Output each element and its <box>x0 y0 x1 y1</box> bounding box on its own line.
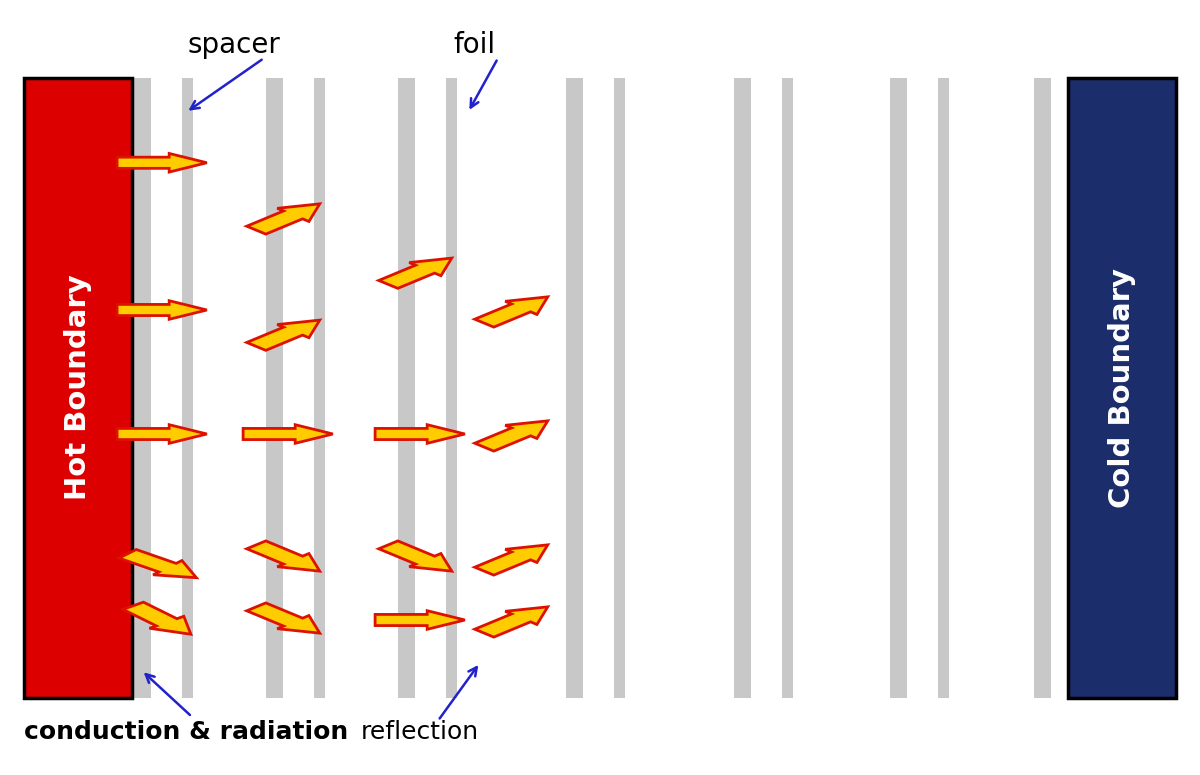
Polygon shape <box>247 541 319 571</box>
Polygon shape <box>247 603 319 633</box>
Bar <box>734 78 751 698</box>
Polygon shape <box>475 607 547 637</box>
Polygon shape <box>244 425 332 443</box>
Polygon shape <box>376 425 464 443</box>
Bar <box>314 78 325 698</box>
Polygon shape <box>118 153 206 172</box>
Polygon shape <box>379 258 451 288</box>
Polygon shape <box>475 421 547 451</box>
Bar <box>446 78 457 698</box>
Text: spacer: spacer <box>187 31 281 59</box>
Polygon shape <box>247 204 319 234</box>
Text: Cold Boundary: Cold Boundary <box>1108 267 1136 508</box>
Polygon shape <box>118 301 206 319</box>
Polygon shape <box>119 549 197 577</box>
Bar <box>1034 78 1051 698</box>
Bar <box>614 78 625 698</box>
Polygon shape <box>376 611 464 629</box>
Bar <box>398 78 415 698</box>
Text: reflection: reflection <box>361 720 479 744</box>
Bar <box>1068 78 1176 698</box>
Text: conduction & radiation: conduction & radiation <box>24 720 348 744</box>
Bar <box>266 78 283 698</box>
Bar <box>182 78 193 698</box>
Polygon shape <box>118 425 206 443</box>
Polygon shape <box>475 545 547 575</box>
Polygon shape <box>379 541 451 571</box>
Text: foil: foil <box>452 31 496 59</box>
Bar <box>890 78 907 698</box>
Bar <box>24 78 132 698</box>
Bar <box>938 78 949 698</box>
Bar <box>782 78 793 698</box>
Polygon shape <box>247 320 319 350</box>
Text: Hot Boundary: Hot Boundary <box>64 274 92 501</box>
Bar <box>134 78 151 698</box>
Polygon shape <box>122 602 191 634</box>
Polygon shape <box>475 297 547 327</box>
Bar <box>566 78 583 698</box>
